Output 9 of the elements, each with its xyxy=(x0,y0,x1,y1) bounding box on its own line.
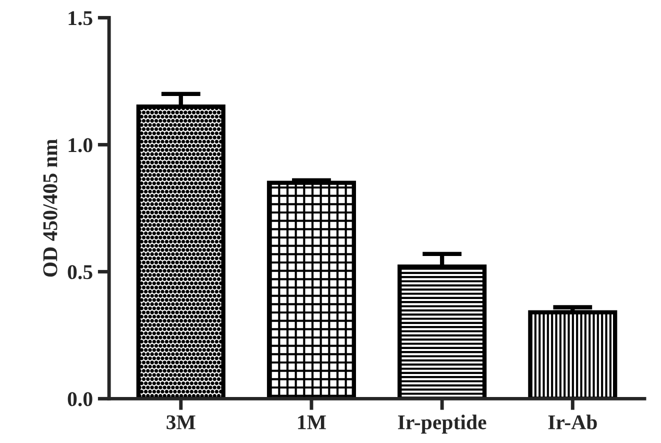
y-tick-label: 1.5 xyxy=(68,11,92,26)
x-tick-label: Ir-Ab xyxy=(548,414,597,430)
x-tick-label: 1M xyxy=(298,415,326,430)
y-tick-label: 0.0 xyxy=(68,392,92,406)
y-tick-label: 1.0 xyxy=(68,138,92,152)
x-tick-label: 3M xyxy=(166,415,196,430)
y-axis-title: OD 450/405 nm xyxy=(43,139,58,277)
y-tick-label: 0.5 xyxy=(68,265,92,280)
x-tick-label: Ir-peptide xyxy=(398,414,486,434)
